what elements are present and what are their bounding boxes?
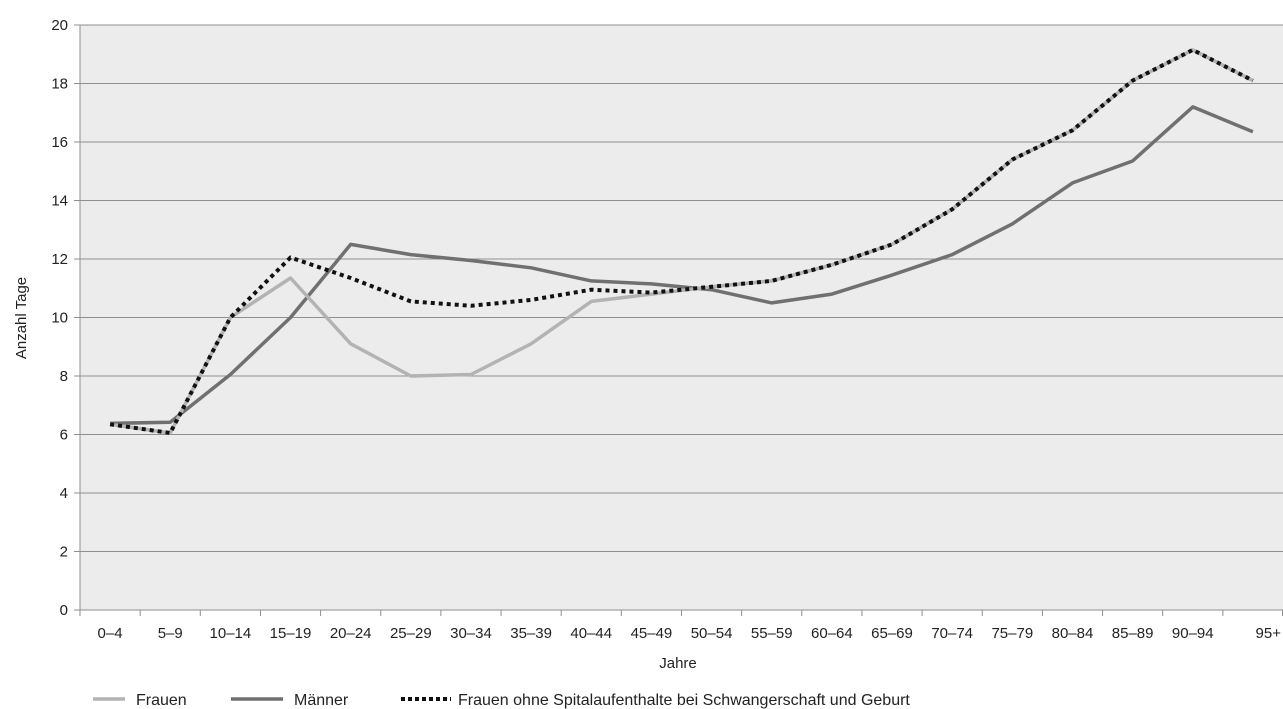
y-axis-title: Anzahl Tage [13, 277, 30, 359]
x-tick-label: 75–79 [991, 625, 1033, 642]
y-tick-label: 16 [51, 134, 68, 151]
x-tick-label: 45–49 [631, 625, 673, 642]
series-lines [109, 47, 1254, 435]
x-tick-label: 30–34 [450, 625, 492, 642]
legend-label-3: Frauen ohne Spitalaufenthalte bei Schwan… [458, 692, 910, 709]
y-tick-label: 8 [60, 368, 68, 385]
series-line-3 [109, 47, 1254, 435]
x-tick-label: 35–39 [510, 625, 552, 642]
x-tick-label: 15–19 [270, 625, 312, 642]
x-tick-label: 20–24 [330, 625, 372, 642]
legend-label-2: Männer [294, 692, 349, 709]
y-tick-label: 4 [60, 485, 68, 502]
x-axis-title: Jahre [659, 655, 697, 672]
y-tick-label: 6 [60, 427, 68, 444]
x-tick-label: 55–59 [751, 625, 793, 642]
legend-label-1: Frauen [136, 692, 187, 709]
y-tick-label: 0 [60, 602, 68, 619]
x-tick-label: 10–14 [210, 625, 252, 642]
x-tick-label: 0–4 [98, 625, 123, 642]
x-tick-label: 60–64 [811, 625, 853, 642]
y-tick-label: 14 [51, 193, 68, 210]
y-axis: 0 2 4 6 8 10 12 14 16 18 20 [51, 17, 81, 619]
y-tick-label: 18 [51, 76, 68, 93]
series-line-2 [110, 105, 1254, 426]
x-tick-label: 65–69 [871, 625, 913, 642]
x-axis: 0–4 5–9 10–14 15–19 20–24 25–29 30–34 35–39 40–4… [79, 609, 1283, 642]
x-tick-label: 50–54 [691, 625, 733, 642]
x-tick-label: 25–29 [390, 625, 432, 642]
x-tick-label: 5–9 [158, 625, 183, 642]
grid-lines [80, 24, 1283, 611]
x-tick-label: 80–84 [1052, 625, 1094, 642]
y-tick-label: 2 [60, 544, 68, 561]
y-tick-label: 12 [51, 251, 68, 268]
x-tick-label: 95+ [1256, 625, 1282, 642]
x-tick-label: 40–44 [570, 625, 612, 642]
legend: Frauen Männer Frauen ohne Spitalaufenthalt… [93, 692, 910, 709]
y-tick-label: 10 [51, 310, 68, 327]
y-tick-label: 20 [51, 17, 68, 34]
x-tick-label: 85–89 [1112, 625, 1154, 642]
x-tick-label: 90–94 [1172, 625, 1214, 642]
x-tick-label: 70–74 [931, 625, 973, 642]
